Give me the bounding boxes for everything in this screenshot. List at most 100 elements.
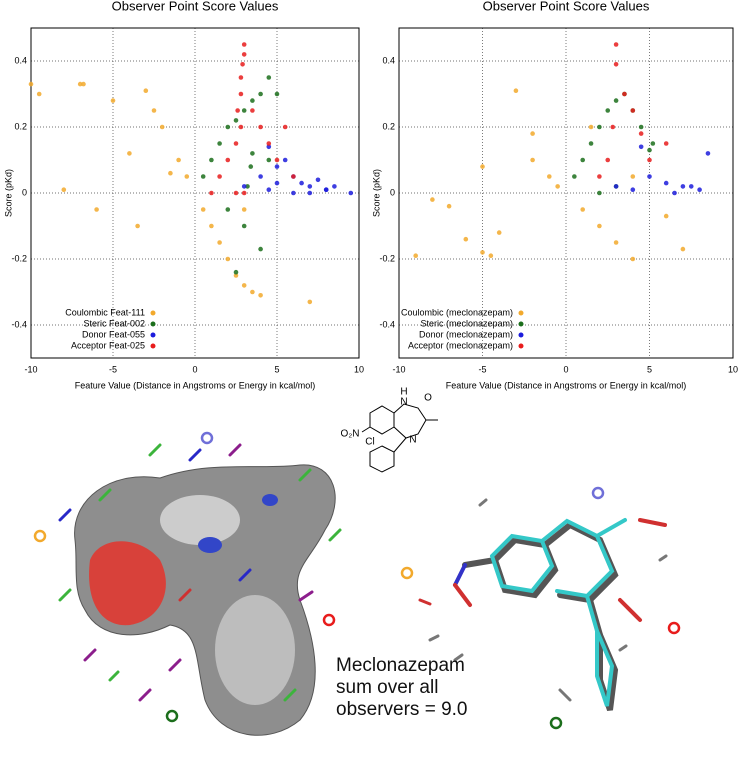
point: [135, 223, 140, 229]
point: [597, 223, 602, 229]
point: [233, 190, 239, 196]
point: [291, 174, 296, 179]
point: [580, 157, 585, 163]
point: [168, 170, 173, 176]
point: [274, 91, 280, 97]
point: [588, 124, 594, 130]
legend-label: Donor (meclonazepam): [419, 329, 513, 339]
point: [81, 81, 86, 87]
structure-drawing: [361, 403, 438, 473]
point: [480, 164, 485, 169]
point: [209, 190, 214, 196]
point: [266, 187, 272, 192]
point: [240, 62, 245, 67]
structure-labels: H N O N O₂N Cl: [341, 387, 433, 448]
point: [250, 151, 255, 156]
point: [647, 157, 652, 163]
legend-label: Donor Feat-055: [82, 329, 145, 339]
y-tick-label: 0: [22, 187, 27, 197]
point: [233, 269, 239, 275]
legend-swatch: [150, 343, 156, 349]
x-tick-label: -5: [478, 364, 486, 374]
x-tick-label: 0: [192, 364, 197, 374]
point: [663, 141, 669, 146]
legend-swatch: [150, 310, 156, 316]
point: [248, 164, 254, 169]
point: [233, 118, 239, 123]
point: [605, 157, 611, 163]
point: [630, 108, 636, 113]
molecule-render: [400, 486, 681, 730]
chart-title: Observer Point Score Values: [483, 0, 650, 13]
point: [638, 144, 644, 150]
atom-label: N: [400, 397, 407, 408]
point: [597, 174, 602, 179]
x-tick-label: 10: [354, 364, 364, 374]
legend-swatch: [150, 332, 156, 338]
x-axis-label: Feature Value (Distance in Angstroms or …: [446, 380, 686, 390]
annotation: Meclonazepam sum over all observers = 9.…: [336, 655, 468, 720]
point: [258, 246, 263, 252]
point: [513, 88, 519, 93]
point: [77, 81, 83, 87]
x-tick-label: -5: [109, 364, 117, 374]
x-tick-label: -10: [392, 364, 405, 374]
y-tick-label: -0.4: [11, 319, 27, 329]
y-axis-label: Score (pKd): [3, 169, 13, 217]
point: [266, 75, 272, 80]
point: [241, 52, 247, 57]
point: [238, 91, 244, 97]
point: [143, 88, 149, 93]
point: [530, 157, 535, 163]
point: [245, 184, 250, 189]
point: [233, 273, 239, 278]
point: [274, 157, 280, 163]
point: [480, 250, 485, 255]
y-tick-label: 0.4: [382, 55, 395, 65]
point: [630, 187, 636, 192]
legend-label: Acceptor Feat-025: [71, 340, 145, 350]
annotation-line: sum over all: [336, 677, 438, 698]
point: [307, 184, 313, 189]
chart-title: Observer Point Score Values: [112, 0, 279, 13]
point: [151, 108, 157, 113]
atom-label: H: [400, 387, 407, 398]
point: [28, 81, 34, 87]
point: [638, 124, 644, 130]
point: [588, 141, 594, 146]
point: [258, 91, 263, 97]
point: [36, 91, 42, 97]
point: [463, 236, 469, 242]
legend-label: Coulombic (meclonazepam): [401, 307, 513, 317]
point: [638, 131, 644, 136]
legend-label: Coulombic Feat-111: [65, 307, 145, 317]
point: [250, 108, 255, 113]
point: [555, 184, 560, 189]
point: [610, 124, 616, 130]
point: [488, 253, 494, 258]
point: [663, 180, 669, 186]
point: [613, 184, 619, 189]
legend-swatch: [518, 321, 524, 327]
chart: Observer Point Score Values Feature Value…: [3, 0, 364, 390]
y-axis-label: Score (pKd): [371, 169, 381, 217]
point: [258, 293, 263, 298]
point: [647, 174, 652, 179]
point: [217, 174, 222, 179]
point: [241, 108, 247, 113]
legend-label: Steric (meclonazepam): [420, 318, 513, 328]
point: [250, 98, 255, 103]
x-axis-label: Feature Value (Distance in Angstroms or …: [75, 380, 315, 390]
y-tick-label: 0.2: [14, 121, 27, 131]
chart: Observer Point Score Values Feature Value…: [371, 0, 738, 390]
point: [622, 91, 627, 97]
point: [547, 174, 552, 179]
y-tick-label: -0.2: [379, 253, 395, 263]
point: [613, 240, 619, 245]
point: [250, 289, 255, 295]
point: [680, 246, 686, 252]
point: [184, 174, 190, 179]
legend-swatch: [518, 310, 524, 316]
point: [580, 207, 585, 212]
legend-swatch: [150, 321, 156, 327]
